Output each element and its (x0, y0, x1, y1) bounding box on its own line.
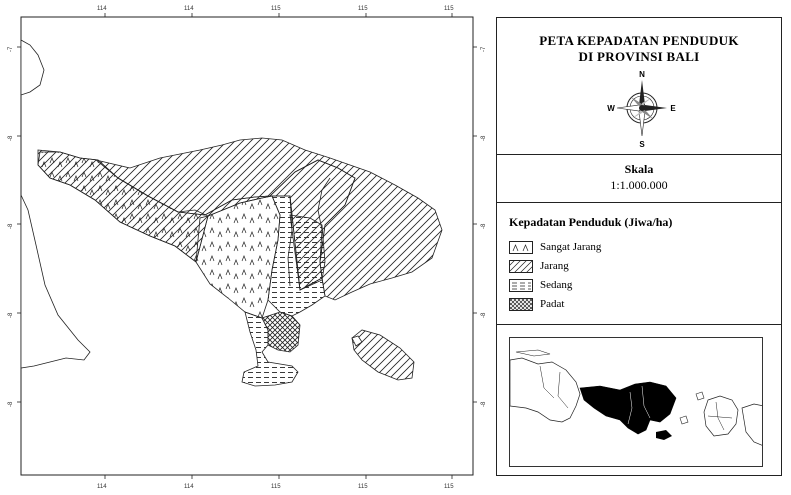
right-tick-label: -8 (481, 223, 487, 229)
regency-border (317, 177, 331, 263)
scale-label: Skala (624, 162, 654, 176)
region-jarang (95, 137, 443, 301)
map-title-line2: DI PROVINSI BALI (578, 49, 700, 64)
legend-swatch-sangat-jarang (509, 241, 533, 254)
map-layout-panel: PETA KEPADATAN PENDUDUK DI PROVINSI BALI… (496, 17, 782, 476)
region-padat (261, 311, 301, 353)
left-tick-label: -7 (8, 46, 14, 52)
inset-bali (579, 381, 677, 435)
bottom-tick-label: 115 (358, 484, 368, 490)
java-coastline (20, 194, 91, 369)
compass-west-label: W (607, 104, 615, 113)
bottom-tick-label: 114 (97, 484, 107, 490)
map-title-line1: PETA KEPADATAN PENDUDUK (539, 33, 739, 48)
left-tick-label: -8 (8, 401, 14, 407)
top-tick-label: 115 (271, 6, 281, 12)
region-jarang (351, 329, 415, 381)
right-tick-label: -8 (481, 401, 487, 407)
left-tick-label: -8 (8, 223, 14, 229)
inset-java (510, 357, 581, 423)
legend-label: Padat (540, 298, 565, 310)
right-tick-label: -7 (481, 46, 487, 52)
right-tick-label: -8 (481, 312, 487, 318)
inset-section (497, 325, 781, 477)
graticule-labels: 114 114 115 115 115 114 114 115 115 115 … (8, 6, 487, 490)
compass-north-label: N (639, 70, 645, 79)
bali-regions (37, 137, 443, 387)
compass-rose-icon: N S W E (607, 70, 676, 148)
top-tick-label: 114 (97, 6, 107, 12)
top-tick-label: 115 (358, 6, 368, 12)
scale-value: 1:1.000.000 (610, 178, 668, 192)
legend-section: Kepadatan Penduduk (Jiwa/ha) Sangat Jara… (497, 203, 781, 325)
regency-border (287, 195, 293, 287)
main-map: 114 114 115 115 115 114 114 115 115 115 … (8, 6, 487, 490)
right-tick-label: -8 (481, 135, 487, 141)
graticule-ticks (17, 13, 477, 479)
scale-section: Skala 1:1.000.000 (497, 155, 781, 203)
legend-swatch-jarang (509, 260, 533, 273)
bottom-tick-label: 115 (271, 484, 281, 490)
legend-title: Kepadatan Penduduk (Jiwa/ha) (509, 215, 673, 229)
compass-south-label: S (639, 140, 645, 148)
inset-map (510, 349, 762, 446)
bottom-tick-label: 114 (184, 484, 194, 490)
left-tick-label: -8 (8, 312, 14, 318)
inset-nusa-penida (656, 430, 672, 440)
inset-sumbawa (741, 403, 762, 446)
legend-label: Jarang (540, 260, 569, 272)
legend-swatch-sedang (509, 279, 533, 292)
top-tick-label: 115 (444, 6, 454, 12)
inset-map-frame (509, 337, 763, 467)
legend-label: Sangat Jarang (540, 241, 602, 253)
left-tick-label: -8 (8, 135, 14, 141)
top-tick-label: 114 (184, 6, 194, 12)
compass-east-label: E (670, 104, 676, 113)
java-coastline (20, 39, 45, 96)
island-nusa-lembongan (351, 335, 363, 347)
bottom-tick-label: 115 (444, 484, 454, 490)
inset-lombok (703, 395, 739, 437)
region-sedang (289, 214, 326, 291)
legend-swatch-padat (509, 298, 533, 311)
legend-label: Sedang (540, 279, 573, 291)
title-section: PETA KEPADATAN PENDUDUK DI PROVINSI BALI… (497, 18, 781, 155)
